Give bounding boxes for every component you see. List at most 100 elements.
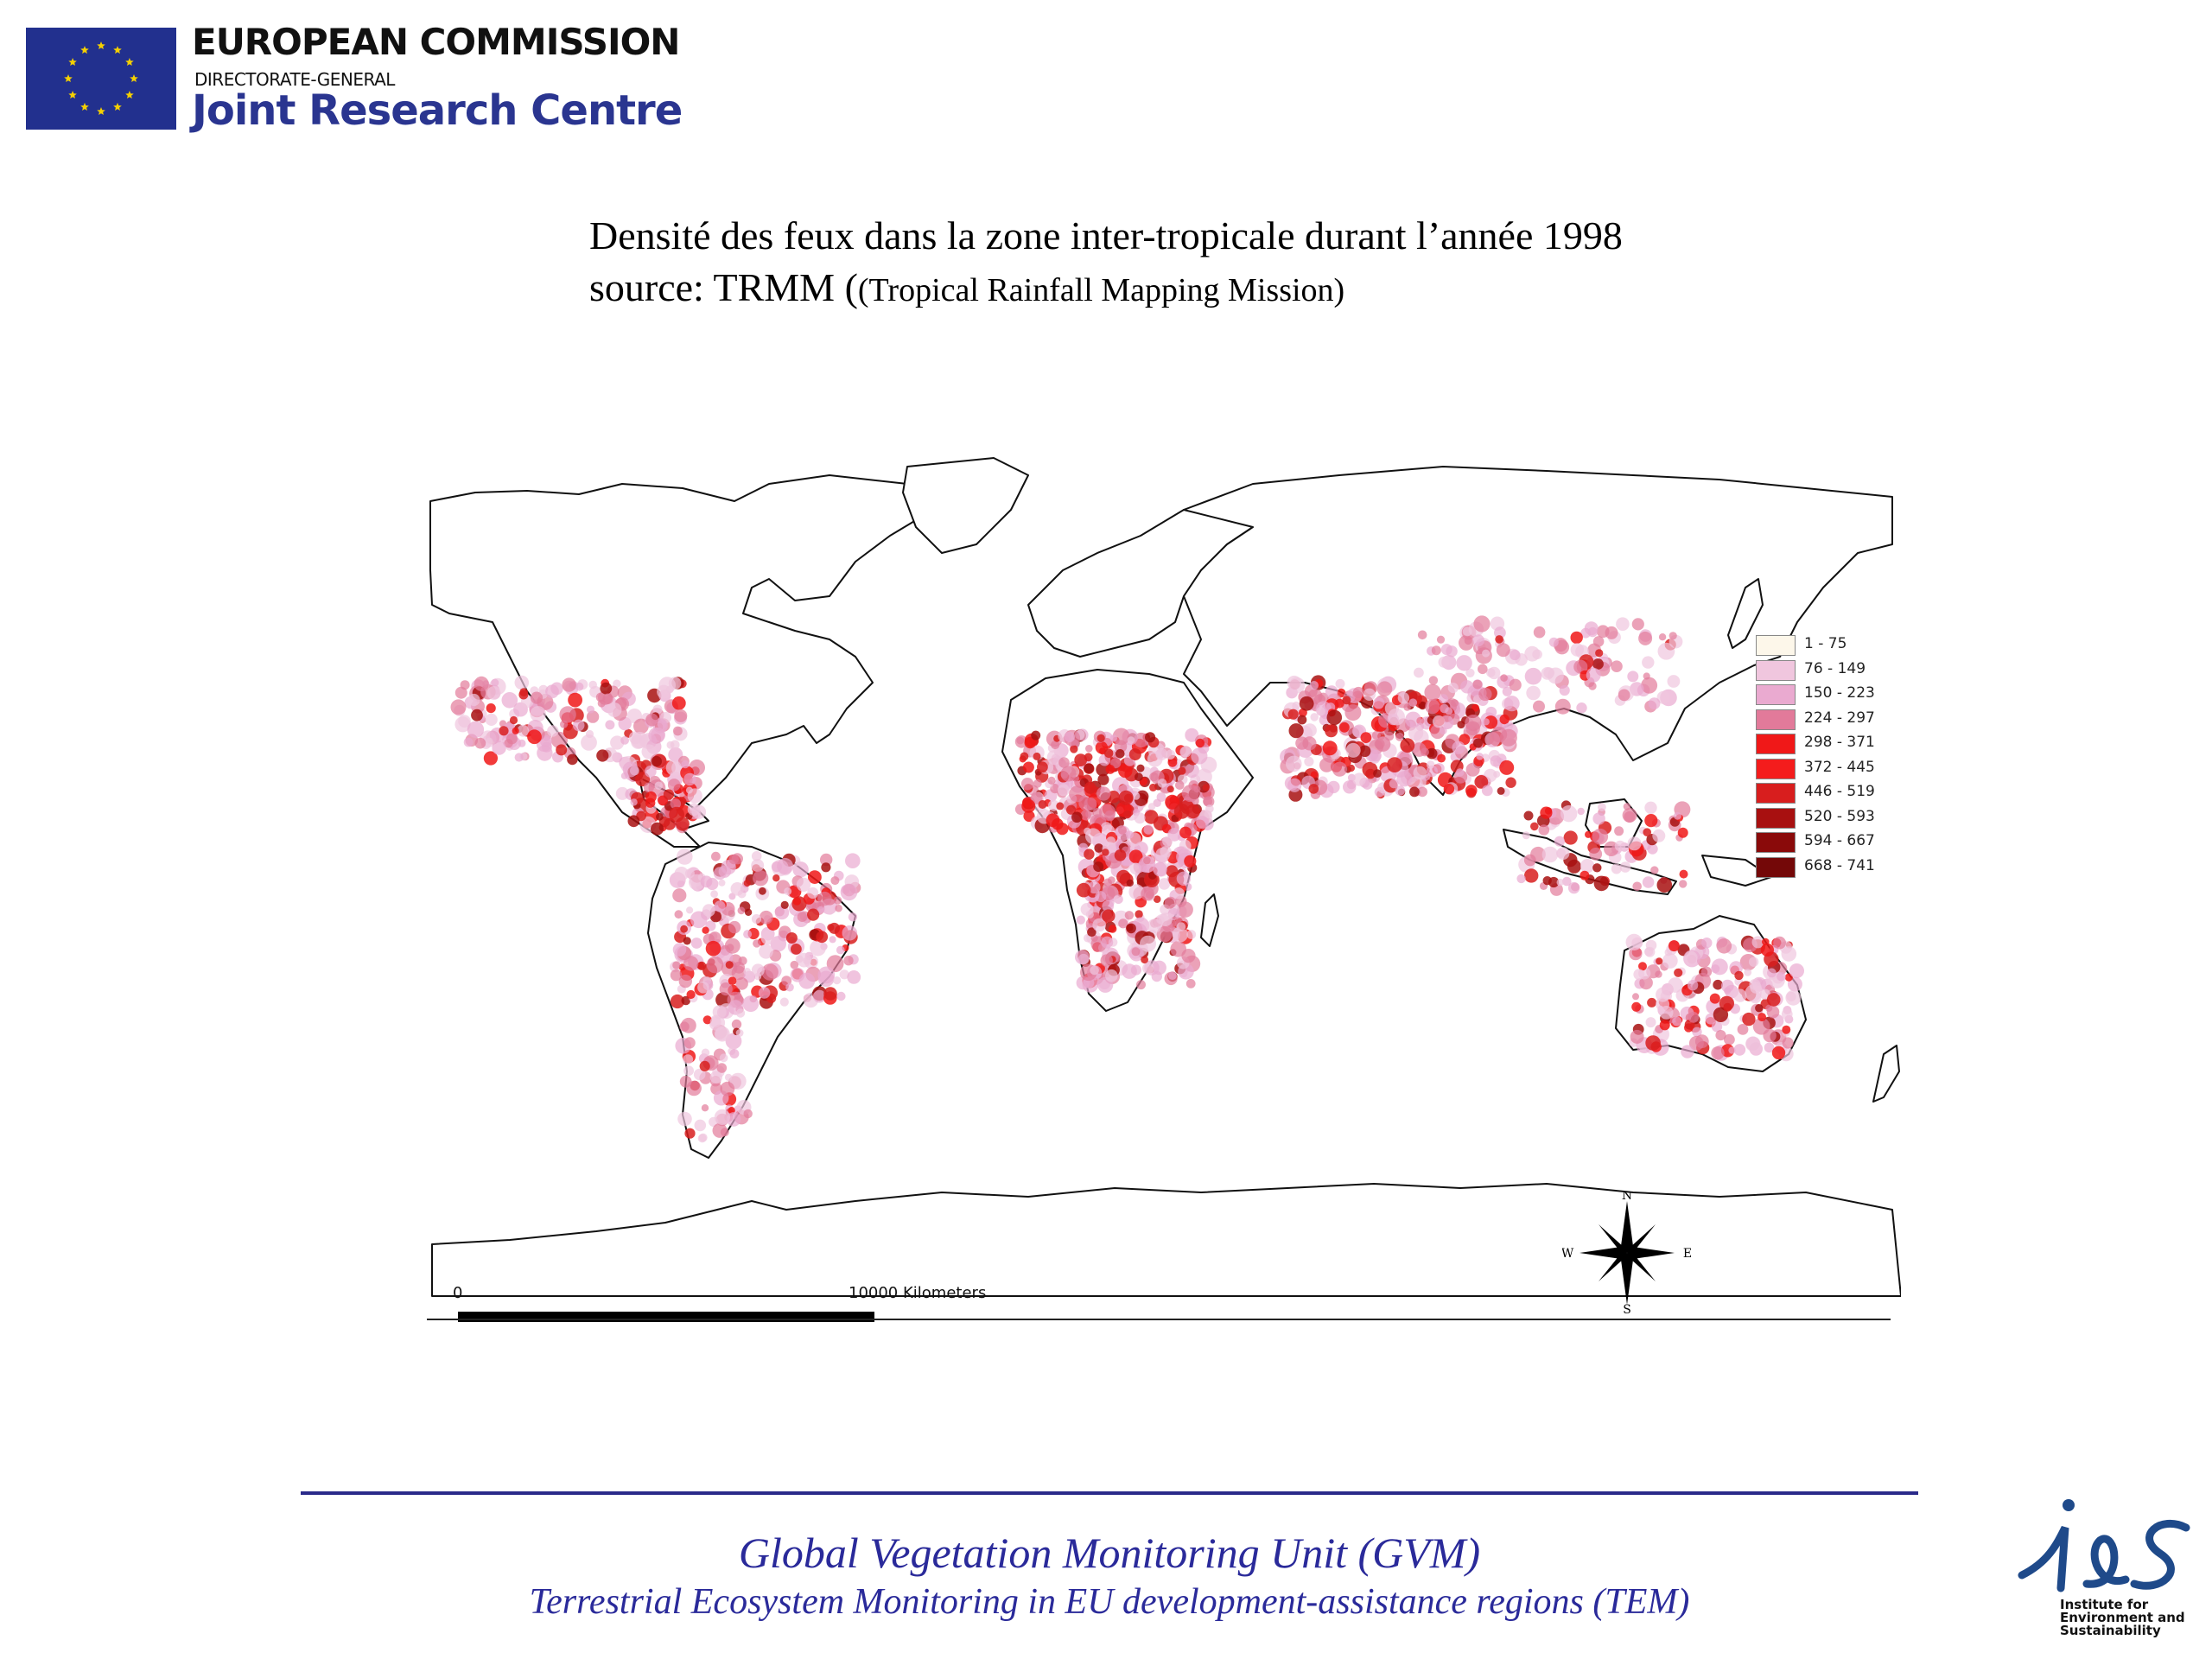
fire-point: [1102, 849, 1109, 856]
fire-point: [1644, 814, 1658, 828]
fire-point: [1650, 866, 1659, 874]
fire-point: [1179, 826, 1192, 839]
fire-point: [1592, 812, 1605, 825]
fire-point: [1763, 1028, 1777, 1043]
fire-point: [1084, 763, 1094, 774]
legend-label: 224 - 297: [1804, 709, 1875, 727]
legend-swatch: [1756, 684, 1796, 705]
fire-point: [1645, 1017, 1656, 1028]
antarctica: [431, 1183, 1901, 1297]
fire-point: [1142, 962, 1154, 975]
fire-point: [1288, 723, 1304, 739]
fire-point: [1370, 749, 1382, 762]
fire-point: [1158, 878, 1171, 890]
fire-point: [1771, 1046, 1786, 1060]
fire-point: [672, 961, 681, 969]
fire-point: [1631, 618, 1644, 631]
fire-point: [670, 994, 685, 1009]
fire-point: [1533, 626, 1546, 639]
fire-point: [1497, 786, 1505, 795]
fire-point: [1457, 721, 1465, 729]
fire-point: [1316, 707, 1325, 716]
fire-point: [743, 968, 751, 976]
fire-point: [1147, 803, 1156, 810]
fire-point: [669, 806, 684, 823]
fire-point: [1092, 808, 1103, 817]
fire-point: [1593, 875, 1610, 892]
fire-point: [517, 724, 530, 737]
fire-point: [620, 736, 629, 745]
fire-point: [1376, 681, 1393, 696]
fire-point: [1611, 660, 1623, 672]
fire-point: [1084, 798, 1097, 810]
fire-point: [1742, 1012, 1756, 1027]
fire-point: [826, 907, 835, 915]
fire-point: [712, 1005, 727, 1020]
fire-point: [1156, 926, 1173, 943]
fire-point: [1580, 859, 1595, 874]
fire-point: [1694, 1034, 1709, 1049]
fire-point: [774, 905, 790, 920]
fire-point: [1302, 736, 1317, 751]
fire-point: [1179, 746, 1192, 758]
fire-point: [1656, 987, 1671, 1002]
fire-point: [1021, 798, 1036, 813]
legend-item: 150 - 223: [1756, 683, 1894, 706]
legend-label: 520 - 593: [1804, 807, 1875, 825]
fire-point: [1123, 810, 1132, 819]
fire-point: [1657, 642, 1675, 660]
fire-point: [1308, 784, 1319, 794]
fire-point: [718, 879, 726, 887]
fire-point: [1669, 632, 1677, 640]
fire-point: [729, 1049, 740, 1058]
fire-point: [744, 908, 753, 916]
fire-point: [499, 726, 509, 736]
fire-point: [1109, 734, 1117, 742]
fire-point: [1016, 736, 1025, 745]
fire-point: [1570, 631, 1583, 645]
fire-point: [714, 1109, 730, 1125]
fire-point: [1352, 686, 1364, 699]
fire-point: [1417, 630, 1427, 640]
fire-point: [1204, 810, 1212, 819]
fire-point: [613, 679, 621, 688]
compass-s-label: S: [1623, 1303, 1631, 1313]
legend-item: 446 - 519: [1756, 782, 1894, 804]
fire-point: [1096, 734, 1105, 742]
fire-point: [1135, 772, 1143, 782]
fire-point: [607, 702, 622, 717]
fire-point: [1592, 636, 1605, 647]
land-masses: [429, 457, 1901, 1297]
fire-point: [668, 677, 682, 690]
fire-point: [709, 1016, 721, 1028]
fire-point: [715, 1027, 729, 1041]
fire-point: [1524, 667, 1542, 685]
fire-point: [827, 924, 835, 931]
fire-point: [1548, 637, 1559, 647]
fire-point: [681, 760, 690, 769]
fire-point: [699, 1060, 710, 1071]
fire-point: [545, 684, 559, 699]
fire-point: [1627, 836, 1642, 851]
fire-point: [817, 906, 824, 913]
fire-point: [672, 888, 687, 903]
fire-point: [701, 1048, 710, 1057]
fire-point: [1375, 736, 1391, 752]
fire-point: [1129, 862, 1141, 875]
fire-point: [1093, 861, 1104, 872]
fire-point: [657, 719, 667, 729]
legend-swatch: [1756, 659, 1796, 681]
fire-point: [1616, 617, 1630, 631]
fire-point: [780, 900, 789, 909]
fire-point: [760, 931, 775, 945]
eu-star-icon: [130, 74, 138, 82]
fire-point: [1287, 778, 1302, 792]
fire-point: [785, 932, 798, 944]
fire-point: [651, 755, 662, 767]
fire-point: [559, 706, 576, 723]
fire-point: [1443, 783, 1455, 795]
fire-point: [1413, 766, 1427, 780]
fire-point: [641, 744, 657, 760]
fire-point: [1542, 876, 1552, 886]
fire-point: [1400, 738, 1415, 753]
